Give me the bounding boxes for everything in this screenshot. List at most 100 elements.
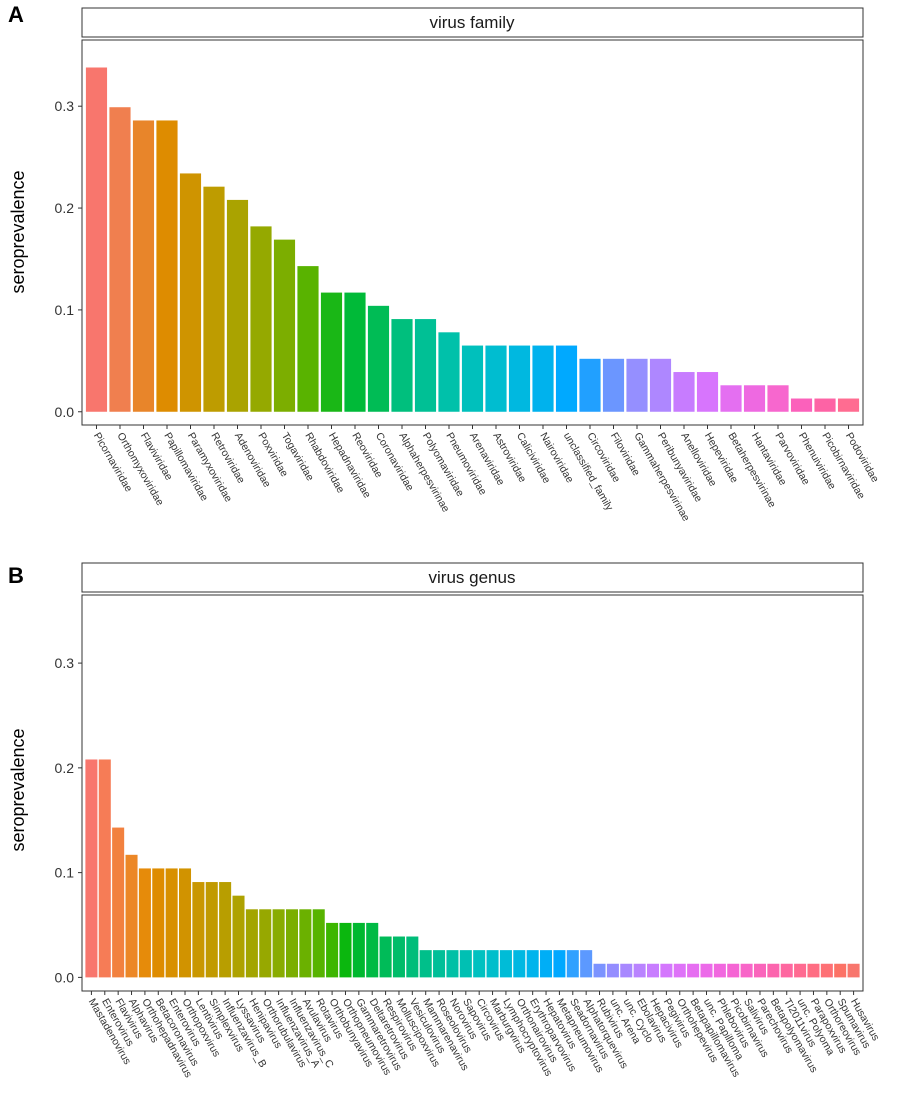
panel-b-y-tick-label: 0.2: [55, 760, 75, 776]
panel-a-bar: [85, 67, 108, 412]
panel-b-y-tick-label: 0.0: [55, 969, 75, 985]
panel-b-bar: [433, 950, 446, 978]
panel-b-bar: [312, 909, 325, 978]
panel-a-bar: [837, 398, 860, 412]
panel-b-bar: [540, 950, 553, 978]
panel-b-bar: [646, 963, 660, 978]
panel-b-bar: [299, 909, 312, 978]
panel-a-bar: [626, 358, 648, 412]
panel-b-bar: [847, 963, 860, 978]
panel-b-bar: [740, 963, 753, 978]
panel-b-bar: [620, 963, 633, 978]
panel-a-bar: [344, 292, 366, 412]
panel-b-bar: [125, 854, 138, 978]
panel-b-letter: B: [8, 563, 24, 588]
panel-a-y-axis-label: seroprevalence: [8, 170, 28, 293]
panel-b-bar: [165, 868, 178, 978]
panel-a-bar: [367, 305, 390, 412]
panel-b-bar: [780, 963, 793, 978]
panel-a-bar: [555, 345, 578, 412]
panel-a-y-tick-label: 0.1: [55, 302, 75, 318]
panel-b-bar: [326, 922, 339, 978]
panel-a-y-tick-label: 0.3: [55, 98, 75, 114]
panel-b-bar: [566, 950, 579, 978]
panel-b-bars: [85, 759, 860, 978]
panel-a-strip-title: virus family: [429, 13, 515, 32]
panel-a-bar: [273, 239, 296, 412]
panel-a-bar: [414, 319, 437, 412]
panel-a-x-ticks: PicornaviridaeOrthomyxoviridaeFlavivirid…: [91, 425, 881, 524]
panel-a-bar: [767, 385, 789, 412]
panel-b: B virus genus seroprevalence 0.00.10.20.…: [8, 562, 882, 1080]
panel-a-bar: [391, 319, 413, 412]
panel-b-y-axis-label: seroprevalence: [8, 728, 28, 851]
panel-b-strip: [81, 562, 864, 593]
panel-b-bar: [499, 950, 512, 978]
panel-b-x-ticks: MastadenovirusEnterovirusFlavivirusAlpha…: [86, 991, 882, 1080]
panel-a-bar: [226, 199, 249, 412]
panel-a-bar: [179, 173, 202, 412]
panel-a-bar: [320, 292, 343, 412]
panel-a-bar: [485, 345, 507, 412]
panel-b-bar: [473, 950, 486, 978]
panel-b-bar: [179, 868, 192, 978]
panel-b-bar: [245, 909, 258, 978]
panel-b-bar: [112, 827, 125, 978]
panel-b-bar: [526, 950, 539, 978]
panel-b-bar: [339, 922, 352, 978]
panel-a-bar: [720, 385, 742, 412]
panel-b-bar: [673, 963, 686, 978]
panel-b-bar: [406, 936, 419, 978]
panel-b-bar: [98, 759, 111, 978]
panel-b-y-ticks: 0.0 0.1 0.2 0.3: [55, 655, 82, 985]
panel-a-bar: [649, 358, 672, 412]
panel-a-bar: [532, 345, 554, 412]
panel-a-bar: [438, 332, 460, 412]
panel-b-bar: [486, 950, 499, 978]
panel-b-bar: [753, 963, 766, 978]
panel-b-bar: [138, 868, 151, 978]
panel-a-bar: [673, 372, 695, 412]
panel-b-bar: [446, 950, 459, 978]
panel-b-bar: [285, 909, 298, 978]
panel-b-bar: [727, 963, 740, 978]
panel-a-bar: [461, 345, 484, 412]
panel-a-bar: [579, 358, 601, 412]
panel-a: A virus family seroprevalence 0.00.10.20…: [8, 2, 881, 524]
panel-b-bar: [85, 759, 98, 978]
panel-b-bar: [352, 922, 365, 978]
panel-b-bar: [580, 950, 593, 978]
panel-a-bar: [250, 226, 272, 412]
panel-a-bar: [743, 385, 766, 412]
panel-b-y-tick-label: 0.3: [55, 655, 75, 671]
panel-a-bar: [203, 186, 225, 412]
panel-b-bar: [513, 950, 526, 978]
panel-b-bar: [807, 963, 820, 978]
panel-b-bar: [232, 895, 245, 978]
panel-b-bar: [834, 963, 847, 978]
panel-b-y-tick-label: 0.1: [55, 865, 75, 881]
panel-b-bar: [419, 950, 432, 978]
panel-b-strip-title: virus genus: [429, 568, 516, 587]
panel-a-bar: [156, 120, 178, 412]
panel-b-bar: [687, 963, 700, 978]
panel-b-bar: [392, 936, 405, 978]
panel-a-bar: [508, 345, 531, 412]
panel-b-bar: [152, 868, 165, 978]
panel-b-bar: [553, 950, 566, 978]
panel-b-bar: [794, 963, 807, 978]
panel-b-bar: [820, 963, 833, 978]
panel-b-bar: [767, 963, 780, 978]
panel-b-bar: [259, 909, 272, 978]
panel-b-bar: [593, 963, 606, 978]
panel-b-bar: [272, 909, 285, 978]
panel-b-bar: [633, 963, 646, 978]
panel-b-bar: [192, 882, 205, 978]
panel-b-bar: [606, 963, 619, 978]
panel-a-y-tick-label: 0.0: [55, 404, 75, 420]
panel-a-bar: [109, 107, 131, 412]
panel-b-bar: [366, 922, 379, 978]
panel-a-bar: [132, 120, 155, 412]
panel-b-bar: [459, 950, 472, 978]
